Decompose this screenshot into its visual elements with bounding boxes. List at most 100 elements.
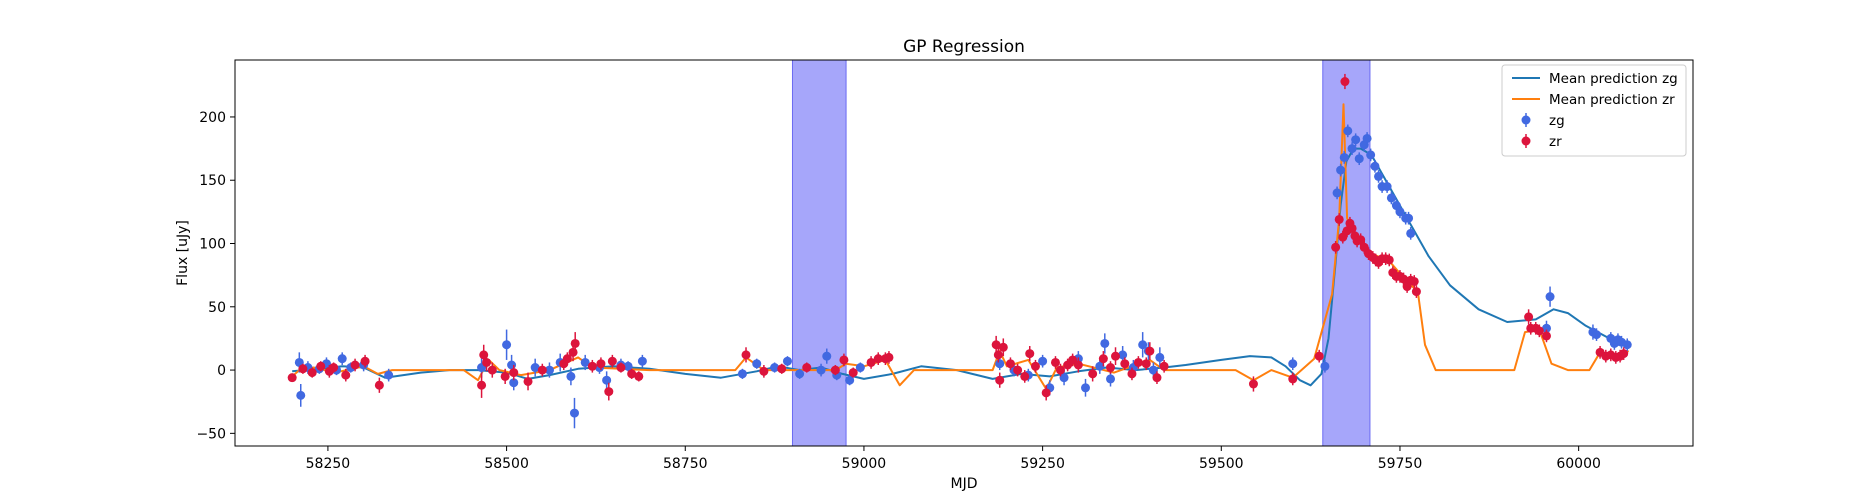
data-point-zr (759, 365, 769, 378)
line-mean-prediction-zr (291, 103, 1629, 390)
data-point-zr (562, 352, 572, 366)
data-point-zg (1138, 332, 1148, 358)
data-point-zr (1106, 361, 1116, 374)
data-point-zr (848, 367, 858, 378)
data-point-zr (1025, 346, 1035, 362)
data-point-zg (337, 352, 347, 366)
data-point-zr (1384, 253, 1394, 267)
legend-box (1501, 64, 1687, 157)
data-point-zr (1619, 347, 1629, 360)
data-point-zr (1159, 359, 1169, 373)
data-point-zr (991, 335, 1001, 354)
data-point-zr (884, 351, 894, 364)
legend-entry-mean-prediction-zg: Mean prediction zg (1512, 71, 1678, 87)
data-point-zg (1038, 354, 1048, 368)
data-point-zr (995, 372, 1005, 388)
data-point-zr (1524, 309, 1534, 325)
data-point-zr (1338, 230, 1348, 244)
data-point-zr (374, 377, 384, 393)
data-point-zr (1133, 356, 1143, 369)
data-point-zg (855, 362, 865, 373)
data-point-zr (316, 361, 326, 372)
plot-frame (234, 59, 1694, 447)
data-point-zr (741, 347, 751, 363)
series-zg (294, 124, 1632, 429)
data-point-zr (1409, 275, 1419, 288)
y-tick-label: 0 (217, 363, 226, 379)
line-mean-prediction-zg (292, 147, 1630, 387)
data-point-zr (482, 353, 492, 372)
data-point-zg (1592, 328, 1602, 341)
data-point-zr (1145, 342, 1155, 360)
data-point-zr (298, 363, 308, 374)
data-point-zg (1366, 148, 1376, 162)
x-tick-label: 60000 (1556, 456, 1601, 472)
data-point-zg (737, 368, 747, 379)
data-point-zg (1404, 211, 1414, 225)
data-point-zr (1399, 272, 1409, 286)
data-point-zr (1030, 359, 1040, 373)
data-point-zr (866, 356, 876, 369)
data-point-zr (998, 338, 1008, 357)
data-point-zr (1248, 376, 1258, 392)
data-point-zg (770, 362, 780, 373)
data-point-zg (1370, 159, 1380, 173)
data-point-zg (995, 357, 1005, 371)
legend-entry-mean-prediction-zr: Mean prediction zr (1512, 92, 1675, 108)
data-point-zg (1362, 132, 1372, 145)
data-point-zr (1411, 285, 1421, 298)
x-axis-label: MJD (951, 476, 978, 492)
data-point-zr (607, 354, 617, 368)
data-point-zr (509, 365, 519, 381)
data-point-zr (1098, 351, 1108, 367)
data-point-zg (822, 348, 832, 364)
x-tick-label: 59250 (1020, 456, 1065, 472)
y-tick-label: 150 (199, 173, 226, 189)
data-point-zg (1386, 191, 1396, 205)
prediction-lines (291, 103, 1630, 390)
data-point-zg (384, 368, 394, 382)
shaded-region-1 (791, 59, 847, 447)
data-point-zg (1622, 338, 1632, 352)
shaded-region-2 (1322, 59, 1371, 447)
data-point-zr (329, 362, 339, 373)
legend-entry-zg: zg (1521, 113, 1565, 129)
data-point-zg (1351, 133, 1361, 147)
legend-label: Mean prediction zr (1549, 92, 1675, 108)
data-point-zg (845, 375, 855, 386)
data-point-zr (307, 367, 317, 378)
data-point-zr (777, 363, 787, 374)
data-point-zg (296, 383, 306, 407)
data-point-zg (1382, 180, 1392, 193)
data-point-zr (477, 372, 487, 398)
data-point-zg (1339, 151, 1349, 164)
data-point-zr (616, 362, 626, 373)
data-point-zr (1356, 233, 1366, 247)
x-tick-label: 59000 (842, 456, 887, 472)
data-point-zg (1320, 359, 1330, 373)
data-point-zr (1020, 370, 1030, 383)
data-point-zr (287, 373, 297, 383)
data-point-zr (873, 352, 883, 366)
data-point-zg (580, 354, 590, 371)
data-point-zr (350, 358, 360, 372)
data-point-zr (537, 363, 547, 377)
data-point-zr (993, 347, 1003, 363)
data-point-zr (500, 368, 510, 384)
data-point-zr (627, 368, 637, 379)
data-point-zg (1332, 186, 1342, 200)
data-point-zr (1541, 329, 1551, 343)
data-point-zg (530, 358, 540, 377)
data-point-zr (1050, 356, 1060, 369)
x-axis: 58250 58500 58750 59000 59250 59500 59750 60000 (306, 446, 1601, 472)
y-tick-label: −50 (196, 426, 226, 442)
data-point-zg (816, 363, 826, 377)
data-point-zr (1334, 213, 1344, 226)
data-point-zr (1288, 372, 1298, 386)
data-point-zg (1288, 357, 1298, 371)
y-tick-label: 100 (199, 237, 226, 253)
legend-label: zg (1549, 113, 1565, 129)
chart-title: GP Regression (903, 37, 1025, 57)
x-tick-label: 58500 (484, 456, 529, 472)
x-tick-label: 59750 (1378, 456, 1423, 472)
